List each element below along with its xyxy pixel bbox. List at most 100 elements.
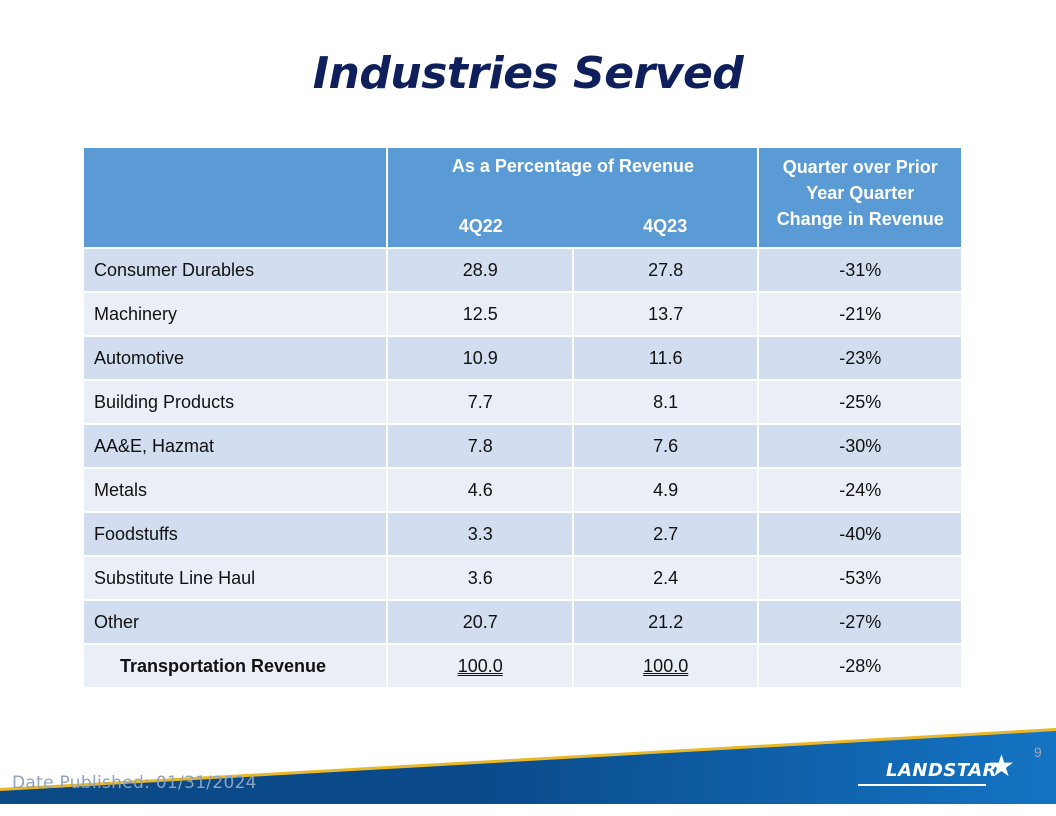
industry-cell-text: Machinery (94, 303, 178, 324)
change-cell: -28% (757, 643, 963, 689)
q4-23-cell: 27.8 (571, 247, 760, 293)
change-cell-text: -21% (839, 303, 882, 324)
q4-23-cell-text: 100.0 (643, 655, 689, 676)
table-row: Substitute Line Haul 3.6 2.4 -53% (81, 555, 963, 601)
change-cell: -27% (757, 599, 963, 645)
industry-cell: Consumer Durables (81, 247, 389, 293)
date-published: Date Published: 01/31/2024 (12, 773, 257, 793)
table-row: Other 20.7 21.2 -27% (81, 599, 963, 645)
industry-cell: AA&E, Hazmat (81, 423, 389, 469)
q4-23-cell: 13.7 (571, 291, 760, 337)
q4-22-cell-text: 7.7 (467, 391, 493, 412)
q4-23-cell: 8.1 (571, 379, 760, 425)
q4-22-cell: 4.6 (386, 467, 574, 513)
change-cell-text: -30% (839, 435, 882, 456)
change-cell: -53% (757, 555, 963, 601)
industry-cell-text: Foodstuffs (94, 523, 178, 544)
logo-text: LANDSTAR (886, 760, 998, 781)
footer-blue-band (0, 731, 1056, 804)
industry-cell-text: AA&E, Hazmat (94, 435, 215, 456)
q4-23-cell-text: 21.2 (648, 611, 684, 632)
q4-22-cell: 12.5 (386, 291, 574, 337)
q4-22-cell-text: 3.6 (467, 567, 493, 588)
industry-cell-text: Building Products (94, 391, 235, 412)
table-row: Consumer Durables 28.9 27.8 -31% (81, 247, 963, 293)
change-cell: -21% (757, 291, 963, 337)
q4-22-cell: 10.9 (386, 335, 574, 381)
industry-cell: Metals (81, 467, 389, 513)
page-title: Industries Served (312, 48, 744, 99)
q4-22-cell-text: 28.9 (462, 259, 498, 280)
change-cell-text: -24% (839, 479, 882, 500)
industry-cell: Transportation Revenue (81, 643, 389, 689)
table-row: Foodstuffs 3.3 2.7 -40% (81, 511, 963, 557)
q4-22-cell-text: 4.6 (467, 479, 493, 500)
change-cell: -40% (757, 511, 963, 557)
table-row: AA&E, Hazmat 7.8 7.6 -30% (81, 423, 963, 469)
industries-table: As a Percentage of Revenue 4Q22 4Q23 Qua… (81, 146, 963, 689)
q4-22-cell-text: 7.8 (467, 435, 493, 456)
header-change: Quarter over Prior Year Quarter Change i… (757, 146, 963, 249)
table-row: Metals 4.6 4.9 -24% (81, 467, 963, 513)
change-cell-text: -40% (839, 523, 882, 544)
header-change-line3: Change in Revenue (776, 209, 944, 229)
industry-cell-text: Metals (94, 479, 148, 500)
q4-23-cell: 11.6 (571, 335, 760, 381)
q4-23-cell-text: 2.4 (653, 567, 679, 588)
industry-cell-text: Automotive (94, 347, 185, 368)
q4-22-cell: 7.7 (386, 379, 574, 425)
q4-23-cell: 21.2 (571, 599, 760, 645)
q4-22-cell-text: 100.0 (457, 655, 503, 676)
page-number: 9 (1034, 744, 1042, 760)
table-row: Automotive 10.9 11.6 -23% (81, 335, 963, 381)
q4-22-cell: 28.9 (386, 247, 574, 293)
q4-22-cell-text: 12.5 (462, 303, 498, 324)
q4-23-cell-text: 7.6 (653, 435, 679, 456)
change-cell-text: -31% (839, 259, 882, 280)
change-cell: -23% (757, 335, 963, 381)
change-cell-text: -25% (839, 391, 882, 412)
header-group-title: As a Percentage of Revenue (451, 156, 694, 176)
change-cell: -31% (757, 247, 963, 293)
q4-23-cell: 7.6 (571, 423, 760, 469)
landstar-logo: LANDSTAR ★ (858, 752, 1028, 790)
header-percentage-group: As a Percentage of Revenue 4Q22 4Q23 (386, 146, 760, 249)
table-row: Building Products 7.7 8.1 -25% (81, 379, 963, 425)
industry-cell: Other (81, 599, 389, 645)
q4-22-cell: 7.8 (386, 423, 574, 469)
industry-cell-text: Other (94, 611, 140, 632)
q4-23-cell-text: 4.9 (653, 479, 679, 500)
q4-23-cell-text: 2.7 (653, 523, 679, 544)
industry-cell: Substitute Line Haul (81, 555, 389, 601)
industry-cell: Foodstuffs (81, 511, 389, 557)
table-row: Machinery 12.5 13.7 -21% (81, 291, 963, 337)
q4-22-cell-text: 20.7 (462, 611, 498, 632)
footer-band (0, 728, 1056, 804)
industry-cell: Building Products (81, 379, 389, 425)
q4-23-cell-text: 11.6 (648, 347, 683, 368)
q4-23-cell: 2.4 (571, 555, 760, 601)
q4-22-cell: 3.3 (386, 511, 574, 557)
header-change-line2: Year Quarter (806, 183, 915, 203)
industry-cell-text: Transportation Revenue (120, 655, 327, 676)
q4-22-cell: 3.6 (386, 555, 574, 601)
header-change-line1: Quarter over Prior (782, 157, 938, 177)
star-icon: ★ (988, 750, 1015, 783)
industry-cell-text: Substitute Line Haul (94, 567, 256, 588)
q4-23-cell: 4.9 (571, 467, 760, 513)
table-header-row: As a Percentage of Revenue 4Q22 4Q23 Qua… (81, 146, 963, 249)
q4-22-cell-text: 10.9 (462, 347, 498, 368)
logo-underline (858, 784, 986, 786)
q4-23-cell-text: 8.1 (653, 391, 679, 412)
change-cell-text: -28% (839, 655, 882, 676)
change-cell: -24% (757, 467, 963, 513)
q4-23-cell-text: 27.8 (648, 259, 684, 280)
header-4q22: 4Q22 (458, 216, 503, 236)
q4-23-cell: 100.0 (571, 643, 760, 689)
q4-22-cell: 20.7 (386, 599, 574, 645)
change-cell-text: -27% (839, 611, 882, 632)
industry-cell-text: Consumer Durables (94, 259, 255, 280)
q4-22-cell: 100.0 (386, 643, 574, 689)
header-4q23: 4Q23 (643, 216, 688, 236)
change-cell: -25% (757, 379, 963, 425)
